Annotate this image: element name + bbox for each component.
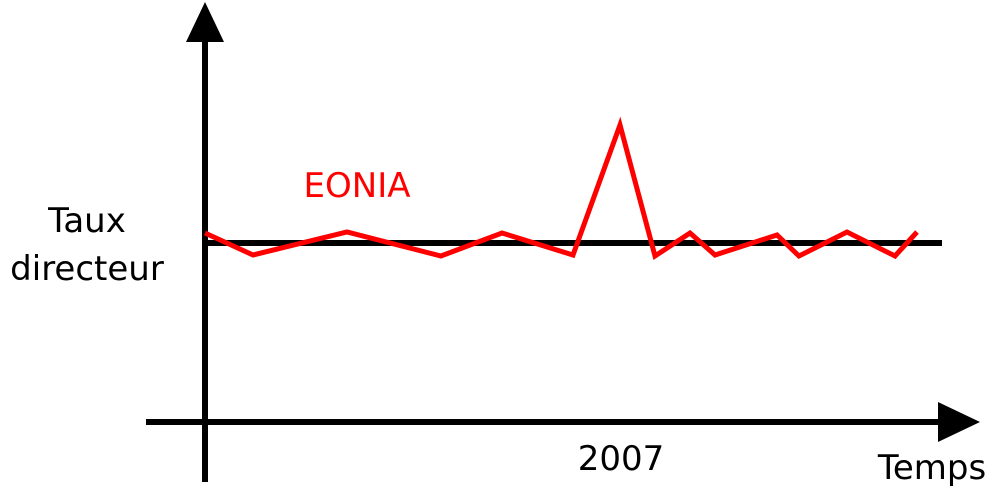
year-label: 2007: [578, 439, 665, 479]
y-axis-arrowhead: [186, 2, 224, 42]
eonia-line: [203, 116, 919, 260]
x-axis-arrowhead: [938, 402, 980, 442]
x-axis-label: Temps: [877, 448, 986, 488]
eonia-label: EONIA: [304, 166, 411, 206]
y-axis-label-line2: directeur: [10, 249, 164, 289]
y-axis-label-line1: Taux: [47, 201, 126, 241]
